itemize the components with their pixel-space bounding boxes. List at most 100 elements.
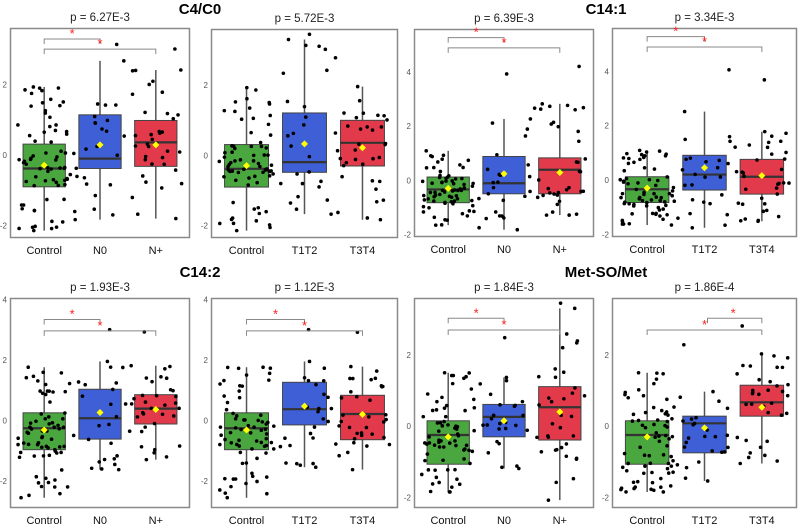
data-point [435,399,439,404]
data-point [237,389,242,393]
data-point [462,448,466,452]
data-point [620,218,625,223]
data-point [355,431,359,436]
data-point [272,424,276,428]
data-point [726,161,730,166]
data-point [32,183,37,188]
data-point [63,389,68,394]
data-point [385,118,389,122]
data-point [266,420,270,425]
data-point [548,191,552,195]
data-point [374,369,379,373]
data-point [644,204,649,208]
data-point [671,470,675,474]
data-point [710,449,715,453]
significance-bracket [447,47,561,53]
data-point [657,434,661,438]
box-t3t4 [739,384,785,417]
data-point [344,160,349,165]
data-point [365,125,370,129]
data-point [690,197,695,202]
data-point [432,443,437,447]
panel-p-value: p = 1.12E-3 [274,282,335,294]
data-point [40,435,44,440]
data-point [114,414,119,419]
data-point [247,176,251,180]
data-point [262,153,267,157]
data-point [757,392,761,397]
data-point [296,194,300,199]
data-point [353,157,358,162]
data-point [688,211,692,216]
data-point [228,430,233,435]
data-point [644,150,649,154]
x-tick-label: Control [26,245,61,257]
data-point [451,181,456,186]
data-point [339,396,344,400]
data-point [765,439,769,444]
data-point [34,474,39,479]
data-point [269,440,274,445]
data-point [450,381,455,386]
x-tick-label: N0 [93,515,107,524]
significance-bracket [447,317,505,324]
data-point [144,180,148,184]
data-point [44,151,48,155]
data-point [72,209,77,214]
data-point [437,445,442,449]
data-point [130,92,135,97]
data-point [640,198,645,203]
data-point [364,425,369,430]
mean-marker [40,161,48,169]
significance-bracket [43,330,157,336]
data-point [223,491,228,495]
data-point [627,201,631,206]
boxplot-panel: -2 0 2 Control T1T2 T3T4 [201,28,399,257]
data-point [135,212,140,217]
x-tick-label: N0 [497,515,511,524]
data-point [139,444,144,449]
panel-p-value: p = 1.86E-4 [674,282,735,294]
significance-star: * [673,24,678,39]
data-point [769,152,774,156]
data-point [440,424,445,428]
data-point [623,390,628,395]
data-point [223,437,227,442]
data-point [683,137,687,142]
data-point [370,179,375,183]
data-point [764,208,769,213]
data-point [497,427,501,431]
data-point [659,476,663,481]
data-point [777,181,781,186]
data-point [383,412,388,417]
data-point [365,444,369,448]
data-point [150,162,154,166]
data-point [41,370,45,375]
data-point [311,436,315,440]
data-point [713,434,718,439]
data-point [59,149,63,154]
data-point [18,450,23,455]
significance-star: * [702,34,707,49]
data-point [115,153,120,158]
data-point [321,417,326,421]
y-tick-label: 4 [3,296,8,305]
data-point [749,402,754,406]
data-point [75,174,79,179]
y-tick-label: 0 [204,151,209,160]
data-point [140,393,145,398]
data-point [459,188,464,193]
y-tick-label: 0 [204,416,209,425]
data-point [665,466,670,471]
data-point [643,410,648,415]
mean-marker [152,405,160,413]
data-point [734,169,739,174]
data-point [666,461,671,466]
data-point [222,155,227,159]
data-point [144,457,149,462]
data-point [127,429,132,434]
data-point [174,216,178,221]
data-point [242,418,246,422]
data-point [218,425,223,429]
data-point [354,115,359,120]
